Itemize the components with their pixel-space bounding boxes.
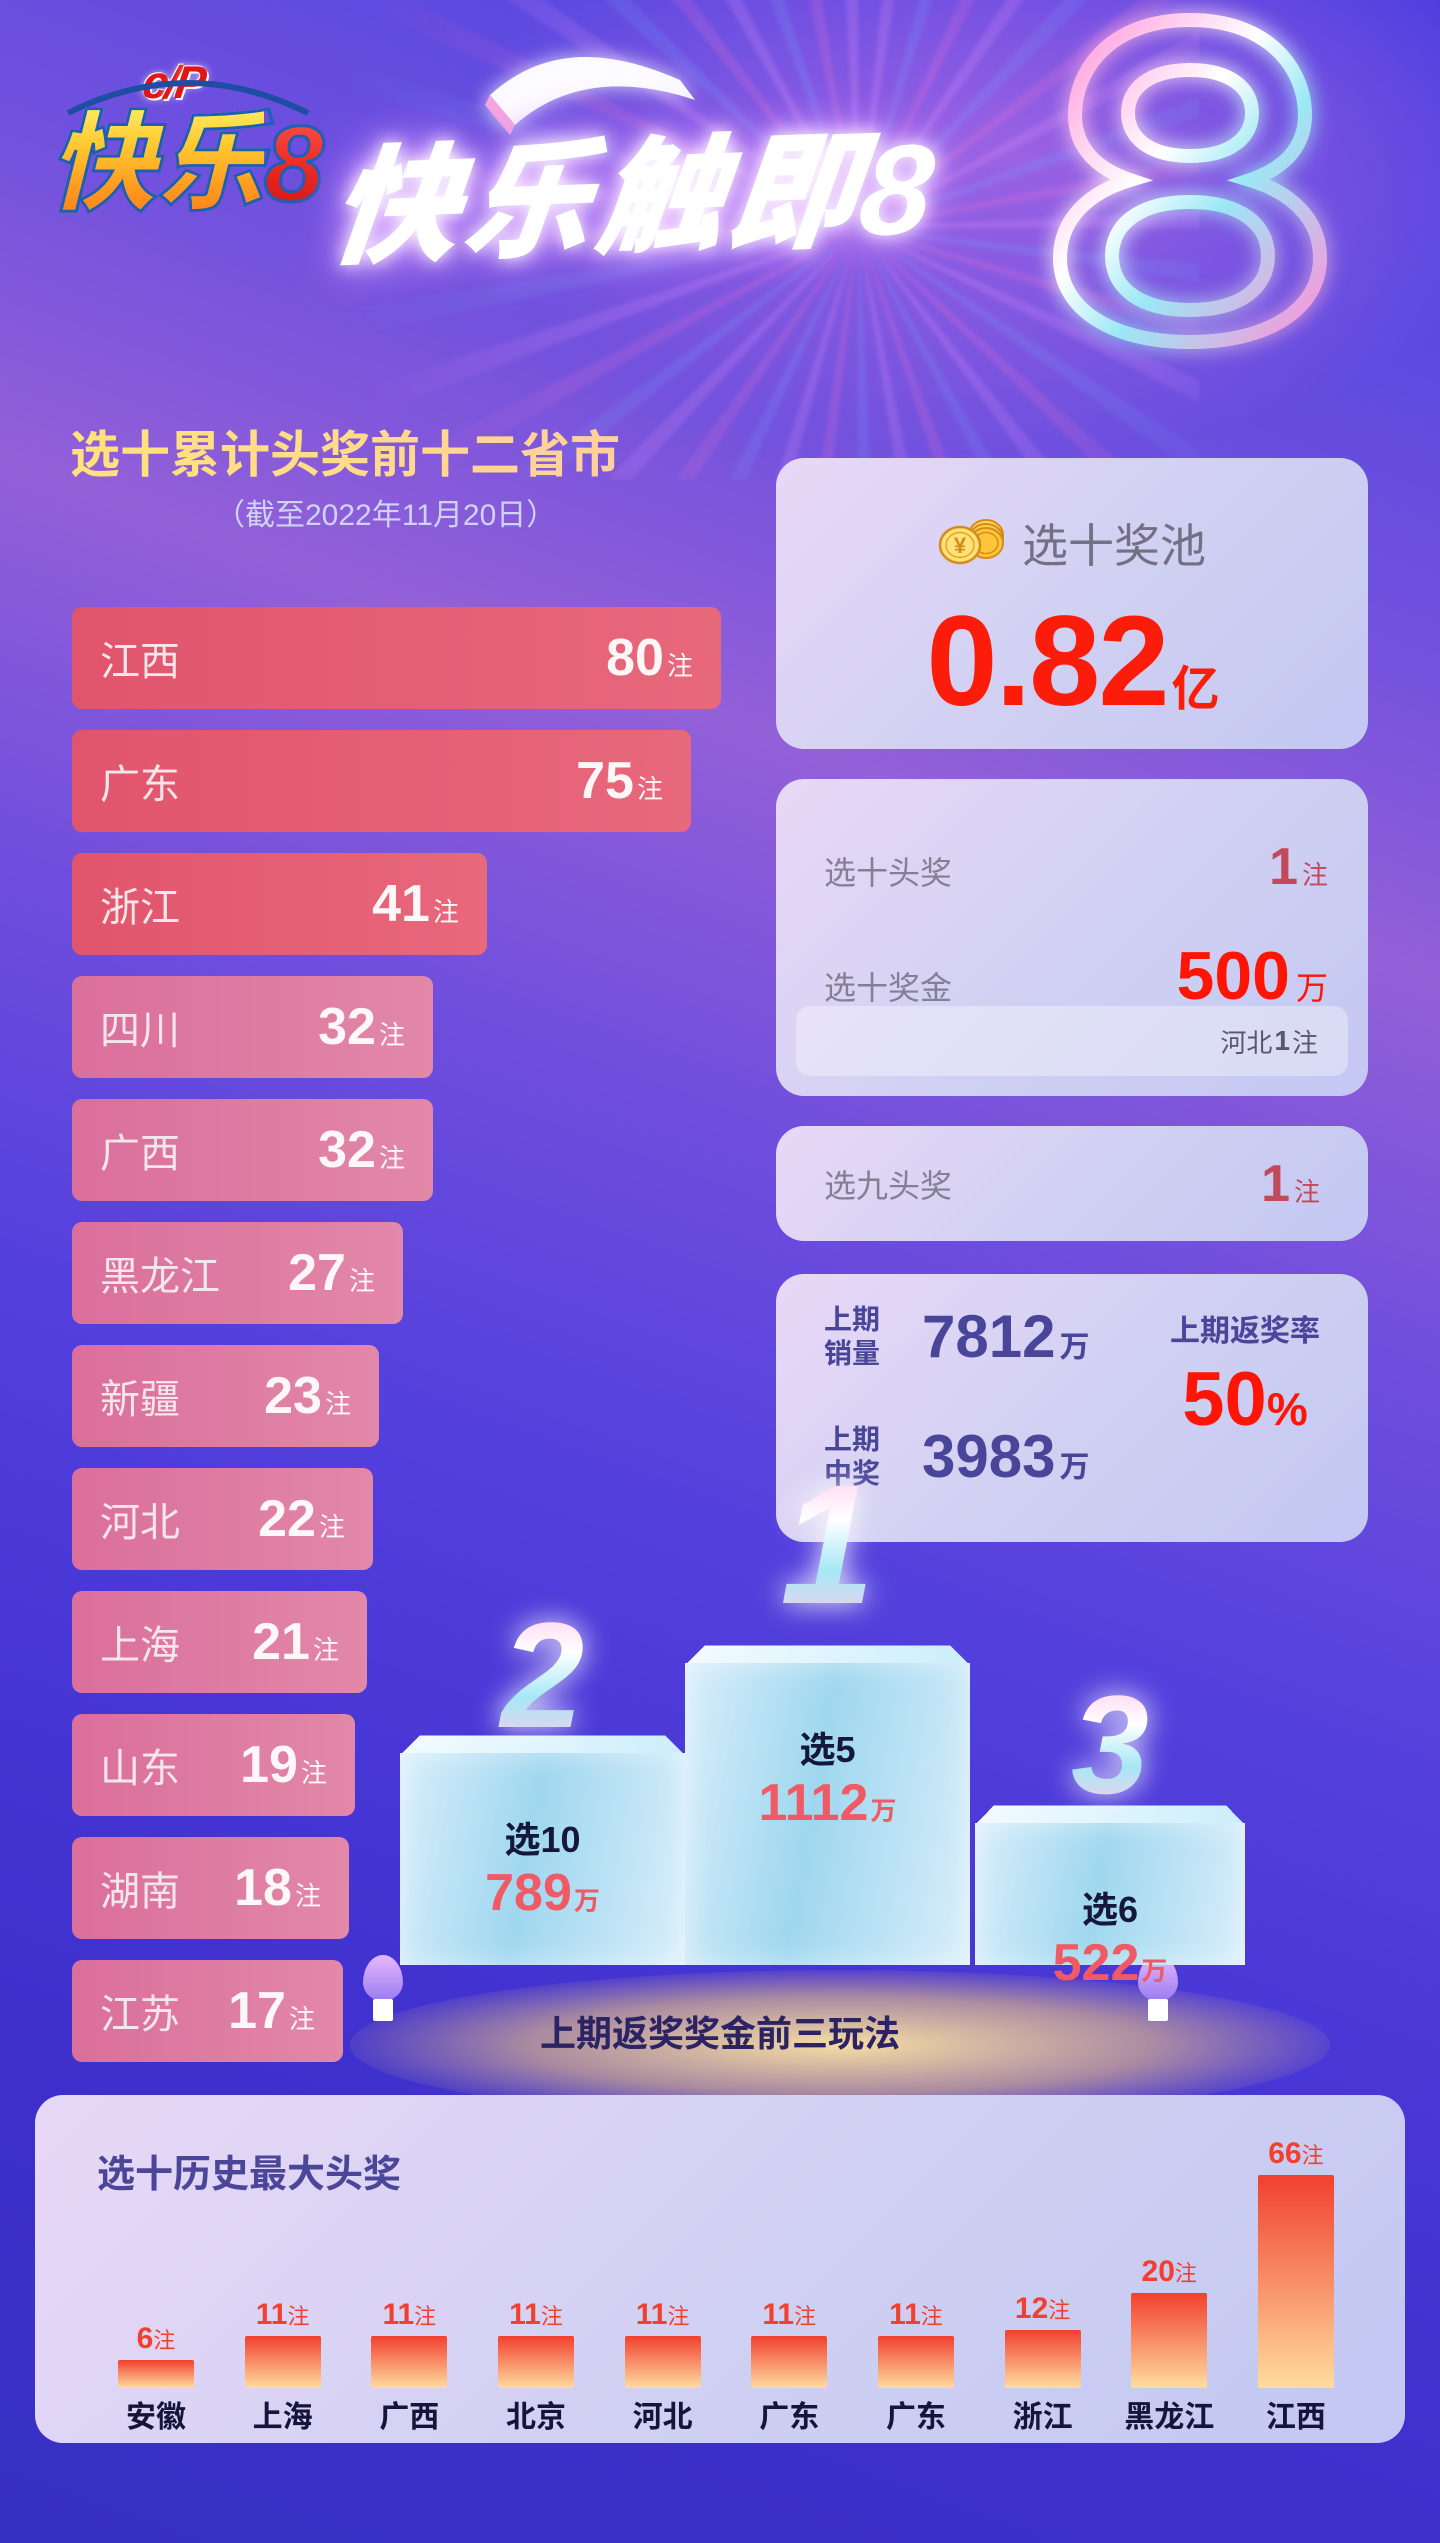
svg-text:¥: ¥ bbox=[954, 533, 967, 558]
